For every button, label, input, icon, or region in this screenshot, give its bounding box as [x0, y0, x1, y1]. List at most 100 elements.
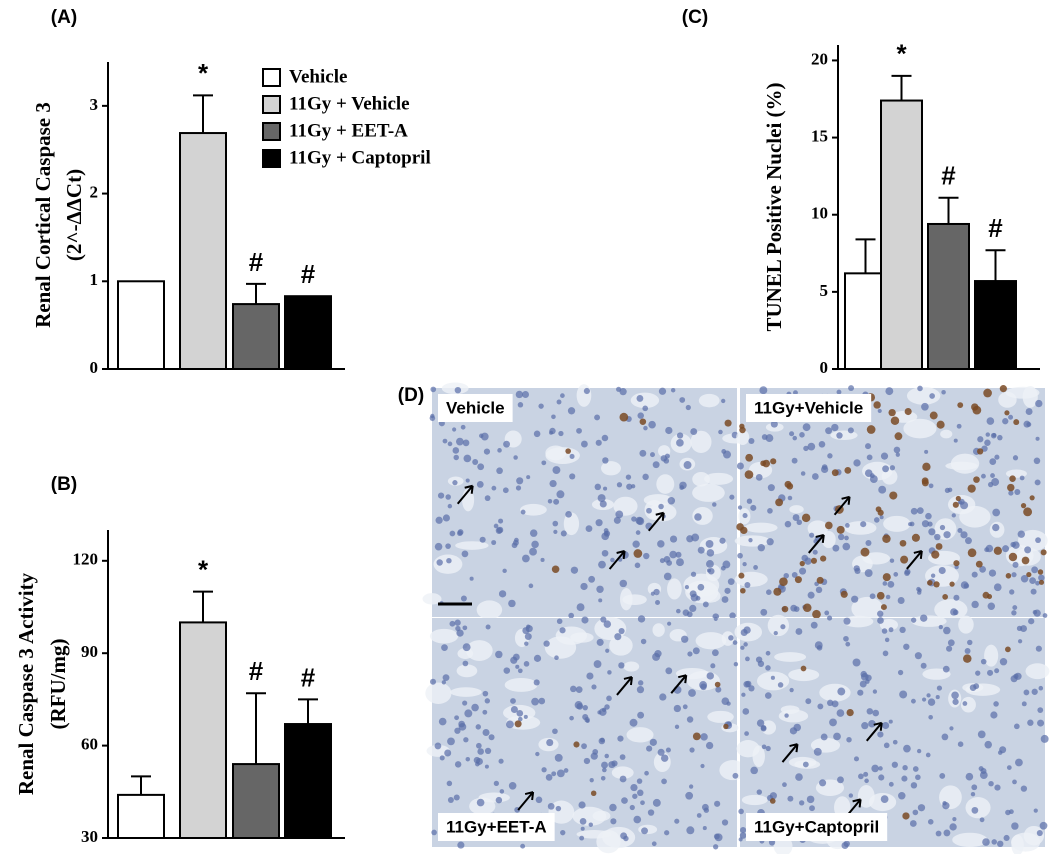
nucleus: [687, 651, 693, 657]
nucleus: [838, 533, 845, 541]
nucleus: [807, 591, 815, 599]
tissue-lumen: [692, 471, 710, 487]
nucleus: [964, 647, 971, 654]
tunel-nucleus: [565, 448, 571, 454]
y-tick-label: 1: [90, 270, 99, 289]
tunel-nucleus: [784, 480, 792, 488]
nucleus: [533, 654, 542, 662]
tunel-nucleus: [1023, 507, 1033, 517]
nucleus: [642, 473, 649, 481]
nucleus: [742, 708, 750, 715]
nucleus: [485, 624, 491, 630]
nucleus: [594, 483, 602, 491]
micrograph: 11Gy+Captopril: [734, 614, 1050, 854]
nucleus: [437, 492, 445, 499]
tunel-nucleus: [1008, 552, 1018, 562]
nucleus: [576, 427, 582, 434]
bar: [232, 303, 280, 370]
nucleus: [601, 434, 609, 442]
nucleus: [898, 791, 906, 800]
nucleus: [1020, 575, 1029, 583]
nucleus: [713, 844, 719, 850]
nucleus: [524, 641, 529, 646]
image-label-box: [438, 813, 555, 841]
nucleus: [663, 572, 672, 581]
nucleus: [681, 635, 689, 643]
arrow: [906, 549, 923, 570]
nucleus: [848, 385, 855, 392]
nucleus: [1027, 719, 1034, 726]
tissue-lumen: [643, 494, 673, 506]
bar: [117, 280, 165, 370]
tissue-lumen: [862, 552, 891, 565]
tissue-lumen: [934, 599, 968, 621]
nucleus: [934, 533, 941, 541]
nucleus: [588, 575, 596, 583]
nucleus: [965, 772, 974, 781]
nucleus: [848, 793, 854, 798]
nucleus: [851, 595, 859, 603]
nucleus: [865, 443, 872, 450]
nucleus: [596, 585, 604, 593]
nucleus: [615, 510, 624, 519]
nucleus: [452, 447, 460, 454]
tunel-nucleus: [873, 401, 881, 409]
nucleus: [770, 675, 775, 680]
bar: [844, 272, 887, 371]
nucleus: [635, 530, 641, 535]
tunel-nucleus: [967, 548, 977, 558]
nucleus: [759, 386, 768, 395]
nucleus: [598, 598, 603, 603]
nucleus: [441, 680, 447, 685]
nucleus: [721, 398, 726, 404]
tunel-nucleus: [740, 526, 748, 535]
nucleus: [756, 789, 763, 795]
nucleus: [916, 507, 924, 514]
nucleus: [956, 423, 962, 429]
tissue-lumen: [698, 393, 720, 408]
nucleus: [636, 778, 643, 784]
nucleus: [833, 732, 841, 741]
nucleus: [877, 617, 884, 624]
bar: [179, 621, 227, 840]
nucleus: [746, 498, 753, 504]
tunel-nucleus: [894, 432, 903, 441]
nucleus: [582, 704, 588, 711]
tunel-nucleus: [911, 533, 920, 542]
tissue-lumen: [934, 518, 957, 540]
nucleus: [993, 583, 1002, 592]
tissue-lumen: [455, 541, 489, 550]
nucleus: [661, 778, 667, 785]
nucleus: [757, 544, 765, 552]
significance-mark: #: [941, 161, 956, 191]
nucleus: [700, 763, 705, 769]
nucleus: [556, 490, 565, 499]
nucleus: [560, 829, 566, 836]
image-label: Vehicle: [446, 398, 505, 417]
nucleus: [975, 670, 981, 676]
nucleus: [553, 498, 560, 505]
nucleus: [847, 427, 854, 434]
nucleus: [810, 621, 818, 629]
nucleus: [843, 840, 850, 847]
nucleus: [568, 612, 575, 619]
nucleus: [596, 638, 604, 646]
nucleus: [711, 649, 719, 657]
nucleus: [750, 766, 758, 775]
nucleus: [984, 740, 992, 749]
nucleus: [1035, 436, 1040, 441]
nucleus: [555, 805, 562, 812]
nucleus: [567, 407, 576, 415]
nucleus: [765, 745, 771, 752]
nucleus: [942, 802, 950, 810]
tissue-lumen: [851, 596, 884, 621]
nucleus: [581, 743, 587, 750]
tunel-nucleus: [1038, 579, 1045, 585]
nucleus: [503, 667, 511, 674]
tissue-lumen: [601, 461, 621, 476]
nucleus: [947, 639, 955, 647]
tunel-nucleus: [619, 412, 629, 422]
legend-label: Vehicle: [289, 66, 347, 87]
nucleus: [1008, 414, 1014, 420]
nucleus: [910, 507, 918, 515]
